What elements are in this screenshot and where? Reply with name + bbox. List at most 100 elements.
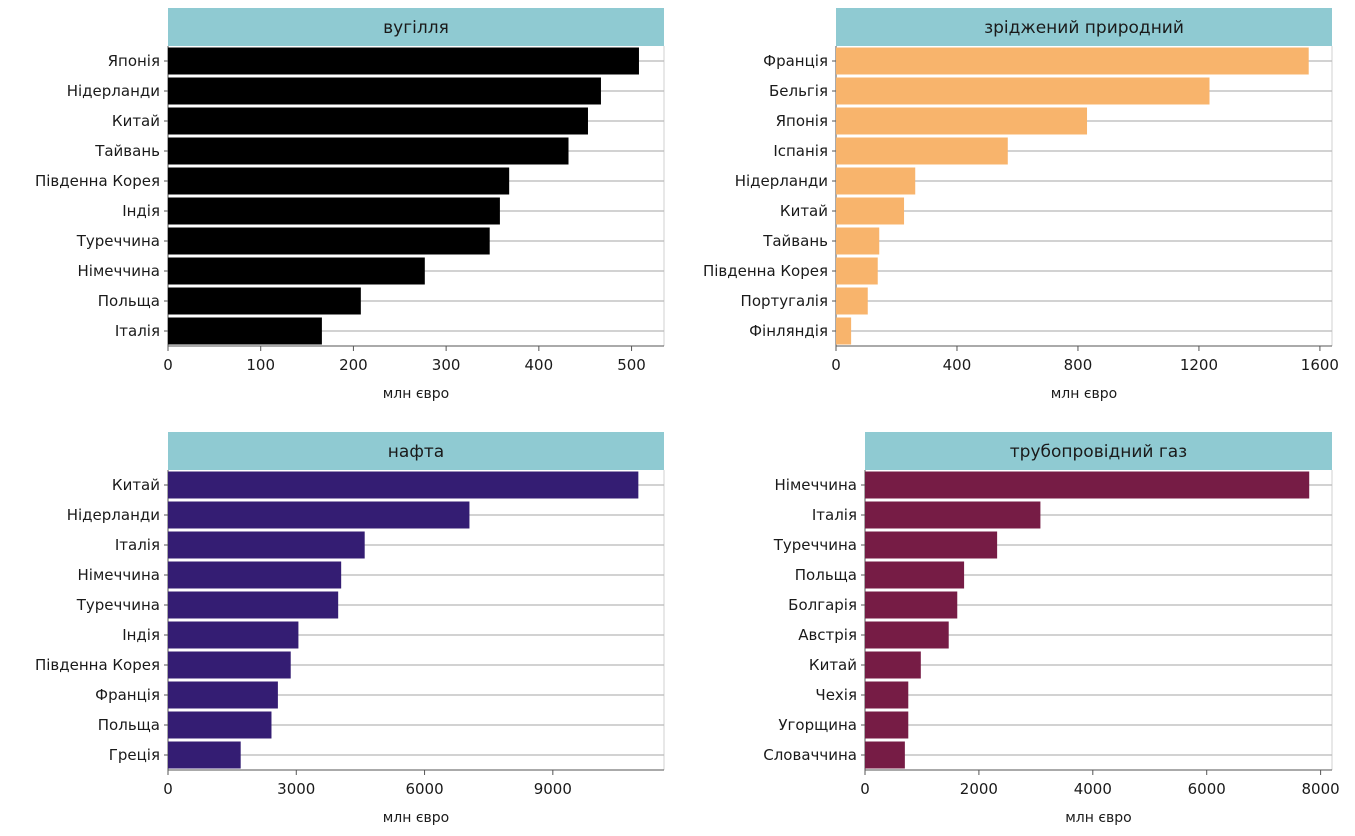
bar bbox=[168, 227, 490, 255]
category-label: Греція bbox=[109, 746, 160, 764]
facet-title: трубопровідний газ bbox=[1010, 442, 1187, 462]
bar bbox=[865, 681, 909, 709]
bar bbox=[865, 621, 949, 649]
category-label: Китай bbox=[780, 202, 828, 220]
x-tick-label: 9000 bbox=[534, 780, 572, 798]
bar bbox=[168, 137, 569, 165]
bar bbox=[836, 287, 868, 315]
x-tick-label: 300 bbox=[432, 356, 461, 374]
x-tick-label: 1600 bbox=[1301, 356, 1339, 374]
facet-title: вугілля bbox=[383, 18, 449, 38]
bar bbox=[168, 197, 500, 225]
bar bbox=[168, 77, 601, 105]
bar bbox=[836, 107, 1088, 135]
x-tick-label: 4000 bbox=[1074, 780, 1112, 798]
bar bbox=[836, 317, 852, 345]
bar bbox=[168, 471, 639, 499]
bar bbox=[168, 501, 470, 529]
x-tick-label: 0 bbox=[860, 780, 870, 798]
bar bbox=[836, 197, 905, 225]
category-label: Чехія bbox=[815, 686, 857, 704]
category-label: Португалія bbox=[741, 292, 828, 310]
bar bbox=[168, 531, 365, 559]
category-label: Нідерланди bbox=[735, 172, 828, 190]
category-label: Словаччина bbox=[763, 746, 857, 764]
category-label: Польща bbox=[98, 716, 160, 734]
category-label: Франція bbox=[763, 52, 828, 70]
category-label: Тайвань bbox=[94, 142, 160, 160]
x-axis-title: млн євро bbox=[1065, 810, 1132, 826]
category-label: Італія bbox=[115, 536, 160, 554]
facet-strip bbox=[168, 8, 664, 46]
bar bbox=[168, 651, 291, 679]
bar bbox=[865, 711, 909, 739]
category-label: Іспанія bbox=[773, 142, 828, 160]
bar bbox=[865, 471, 1310, 499]
category-label: Південна Корея bbox=[35, 656, 160, 674]
category-label: Японія bbox=[776, 112, 828, 130]
category-label: Франція bbox=[95, 686, 160, 704]
x-tick-label: 1200 bbox=[1180, 356, 1218, 374]
category-label: Тайвань bbox=[762, 232, 828, 250]
facet-panel-1: вугілля Японія Нідерланди Китай Тайвань Півде… bbox=[35, 8, 665, 402]
bar bbox=[865, 531, 998, 559]
facet-title: зріджений природний bbox=[984, 18, 1184, 38]
category-label: Китай bbox=[112, 112, 160, 130]
bar bbox=[865, 651, 921, 679]
category-label: Бельгія bbox=[769, 82, 828, 100]
x-axis-title: млн євро bbox=[1051, 386, 1118, 402]
category-label: Німеччина bbox=[78, 566, 160, 584]
facet-strip bbox=[865, 432, 1332, 470]
bar bbox=[865, 501, 1041, 529]
bar bbox=[168, 621, 299, 649]
bar bbox=[836, 227, 880, 255]
bar bbox=[836, 77, 1210, 105]
bar bbox=[865, 561, 965, 589]
category-label: Болгарія bbox=[788, 596, 857, 614]
category-label: Польща bbox=[98, 292, 160, 310]
x-tick-label: 100 bbox=[246, 356, 275, 374]
x-tick-label: 400 bbox=[525, 356, 554, 374]
category-label: Індія bbox=[122, 626, 160, 644]
category-label: Південна Корея bbox=[703, 262, 828, 280]
category-label: Туреччина bbox=[773, 536, 857, 554]
facet-strip bbox=[836, 8, 1332, 46]
x-tick-label: 0 bbox=[831, 356, 841, 374]
bar bbox=[168, 741, 241, 769]
facet-panel-3: нафта Китай Нідерланди Італія Німеччина Туреч… bbox=[35, 432, 665, 826]
category-label: Нідерланди bbox=[67, 506, 160, 524]
x-tick-label: 500 bbox=[617, 356, 646, 374]
category-label: Туреччина bbox=[76, 596, 160, 614]
facet-panel-2: зріджений природний Франція Бельгія Японія І… bbox=[703, 8, 1339, 402]
category-label: Південна Корея bbox=[35, 172, 160, 190]
category-label: Австрія bbox=[798, 626, 857, 644]
x-tick-label: 0 bbox=[163, 780, 173, 798]
bar bbox=[836, 257, 878, 285]
bar bbox=[168, 681, 278, 709]
category-label: Угорщина bbox=[778, 716, 857, 734]
x-tick-label: 800 bbox=[1064, 356, 1093, 374]
bar bbox=[865, 591, 958, 619]
category-label: Польща bbox=[795, 566, 857, 584]
category-label: Німеччина bbox=[78, 262, 160, 280]
bar bbox=[168, 287, 361, 315]
x-tick-label: 0 bbox=[163, 356, 173, 374]
category-label: Японія bbox=[108, 52, 160, 70]
x-tick-label: 400 bbox=[943, 356, 972, 374]
bar bbox=[168, 47, 639, 75]
bar bbox=[168, 561, 342, 589]
bar bbox=[836, 47, 1309, 75]
facet-title: нафта bbox=[388, 442, 444, 462]
category-label: Нідерланди bbox=[67, 82, 160, 100]
x-axis-title: млн євро bbox=[383, 386, 450, 402]
category-label: Фінляндія bbox=[749, 322, 828, 340]
bar bbox=[836, 167, 916, 195]
x-tick-label: 6000 bbox=[405, 780, 443, 798]
category-label: Туреччина bbox=[76, 232, 160, 250]
bar bbox=[168, 167, 510, 195]
bar bbox=[168, 591, 339, 619]
x-tick-label: 3000 bbox=[277, 780, 315, 798]
bar bbox=[168, 257, 425, 285]
category-label: Китай bbox=[809, 656, 857, 674]
category-label: Німеччина bbox=[775, 476, 857, 494]
